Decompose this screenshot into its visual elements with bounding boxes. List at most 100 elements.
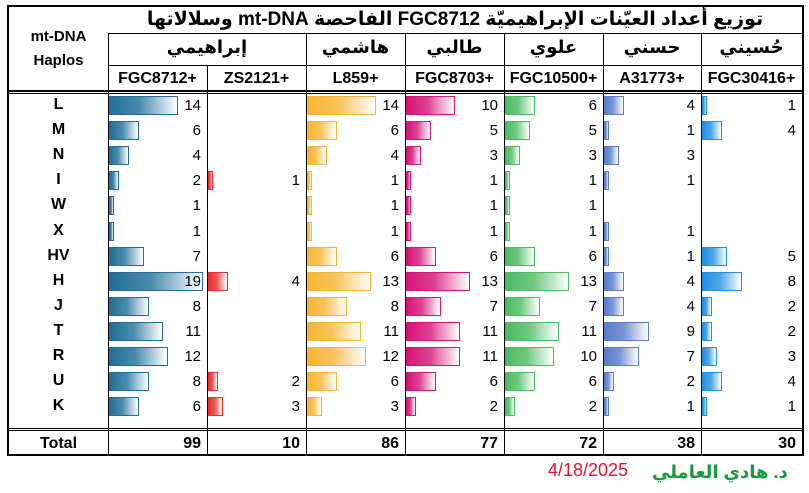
value-label: 6 bbox=[390, 247, 399, 265]
value-label: 10 bbox=[481, 97, 498, 114]
value-label: 5 bbox=[489, 122, 498, 140]
bar-L-FGC30416 bbox=[702, 96, 707, 116]
bar-N-FGC8703 bbox=[406, 146, 421, 166]
bar-W-L859 bbox=[307, 196, 312, 216]
bar-L-FGC8703 bbox=[406, 96, 455, 116]
value-label: 11 bbox=[482, 322, 498, 340]
bar-U-FGC30416 bbox=[702, 372, 722, 392]
bar-H-FGC10500 bbox=[505, 271, 569, 291]
value-label: 3 bbox=[787, 348, 796, 365]
value-label: 2 bbox=[686, 373, 695, 391]
bar-I-FGC8712 bbox=[109, 171, 119, 191]
column-code: FGC8712+ bbox=[118, 70, 197, 87]
value-label: 1 bbox=[291, 172, 300, 190]
value-label: 6 bbox=[390, 122, 399, 140]
group-header: حُسيني bbox=[719, 37, 784, 57]
column-code: FGC30416+ bbox=[707, 70, 796, 87]
bar-HV-FGC30416 bbox=[702, 246, 727, 266]
value-label: 14 bbox=[184, 97, 201, 114]
value-label: 1 bbox=[489, 222, 498, 240]
bar-M-A31773 bbox=[604, 121, 609, 141]
value-label: 9 bbox=[686, 322, 695, 340]
column-code: ZS2121+ bbox=[223, 70, 290, 87]
value-label: 6 bbox=[489, 373, 498, 391]
bar-R-A31773 bbox=[604, 347, 639, 367]
bar-X-FGC10500 bbox=[505, 221, 510, 241]
value-label: 2 bbox=[192, 172, 201, 190]
value-label: 19 bbox=[184, 272, 201, 290]
value-label: 2 bbox=[787, 322, 796, 340]
value-label: 2 bbox=[787, 297, 796, 315]
haplo-label: I bbox=[56, 171, 61, 189]
value-label: 7 bbox=[192, 247, 201, 265]
bar-T-FGC30416 bbox=[702, 321, 712, 341]
value-label: 6 bbox=[588, 247, 597, 265]
bar-HV-FGC8703 bbox=[406, 246, 436, 266]
bar-T-A31773 bbox=[604, 321, 649, 341]
column-divider bbox=[603, 33, 604, 456]
bar-N-L859 bbox=[307, 146, 327, 166]
group-divider bbox=[108, 65, 802, 66]
bar-L-FGC8712 bbox=[109, 96, 178, 116]
column-divider bbox=[504, 33, 505, 456]
title-divider bbox=[108, 33, 802, 34]
haplo-label: J bbox=[54, 296, 63, 314]
total-value: 86 bbox=[381, 435, 399, 452]
value-label: 11 bbox=[482, 348, 498, 365]
bar-J-FGC8703 bbox=[406, 296, 441, 316]
value-label: 3 bbox=[686, 147, 695, 165]
group-header: هاشمي bbox=[321, 37, 390, 57]
value-label: 4 bbox=[390, 147, 399, 165]
value-label: 1 bbox=[588, 197, 597, 215]
bar-X-A31773 bbox=[604, 221, 609, 241]
value-label: 11 bbox=[581, 322, 597, 340]
bar-U-L859 bbox=[307, 372, 337, 392]
row-header-line2: Haplos bbox=[33, 52, 84, 69]
column-code: A31773+ bbox=[619, 70, 685, 87]
value-label: 3 bbox=[390, 398, 399, 416]
value-label: 11 bbox=[185, 322, 201, 340]
value-label: 8 bbox=[192, 297, 201, 315]
bar-N-FGC10500 bbox=[505, 146, 520, 166]
column-divider bbox=[701, 33, 702, 456]
value-label: 12 bbox=[184, 348, 201, 365]
bar-J-FGC8712 bbox=[109, 296, 149, 316]
bar-X-L859 bbox=[307, 221, 312, 241]
bar-U-FGC8712 bbox=[109, 372, 149, 392]
value-label: 4 bbox=[686, 272, 695, 290]
bar-M-L859 bbox=[307, 121, 337, 141]
bar-M-FGC30416 bbox=[702, 121, 722, 141]
date-label: 4/18/2025 bbox=[548, 460, 629, 480]
bar-U-FGC8703 bbox=[406, 372, 436, 392]
bar-M-FGC8703 bbox=[406, 121, 431, 141]
bar-HV-FGC8712 bbox=[109, 246, 144, 266]
haplo-label: X bbox=[53, 221, 64, 239]
group-header: إبراهيمي bbox=[166, 37, 248, 57]
bar-X-FGC8712 bbox=[109, 221, 114, 241]
column-code: L859+ bbox=[332, 70, 379, 87]
bar-J-FGC30416 bbox=[702, 296, 712, 316]
value-label: 5 bbox=[588, 122, 597, 140]
value-label: 13 bbox=[481, 272, 498, 290]
bar-H-FGC8703 bbox=[406, 271, 470, 291]
group-header: طالبي bbox=[426, 37, 483, 57]
value-label: 13 bbox=[382, 272, 399, 290]
bar-HV-FGC10500 bbox=[505, 246, 535, 266]
bar-M-FGC10500 bbox=[505, 121, 530, 141]
value-label: 6 bbox=[390, 373, 399, 391]
column-code: FGC10500+ bbox=[509, 70, 598, 87]
bar-L-FGC10500 bbox=[505, 96, 535, 116]
value-label: 1 bbox=[686, 122, 695, 140]
bar-N-A31773 bbox=[604, 146, 619, 166]
value-label: 1 bbox=[686, 398, 695, 416]
bar-K-L859 bbox=[307, 397, 322, 417]
bar-U-FGC10500 bbox=[505, 372, 535, 392]
bar-J-A31773 bbox=[604, 296, 624, 316]
value-label: 7 bbox=[588, 297, 597, 315]
bar-HV-A31773 bbox=[604, 246, 609, 266]
bar-K-FGC30416 bbox=[702, 397, 707, 417]
haplo-label: N bbox=[52, 146, 65, 164]
total-value: 38 bbox=[677, 435, 695, 452]
value-label: 2 bbox=[588, 398, 597, 416]
bar-J-FGC10500 bbox=[505, 296, 540, 316]
